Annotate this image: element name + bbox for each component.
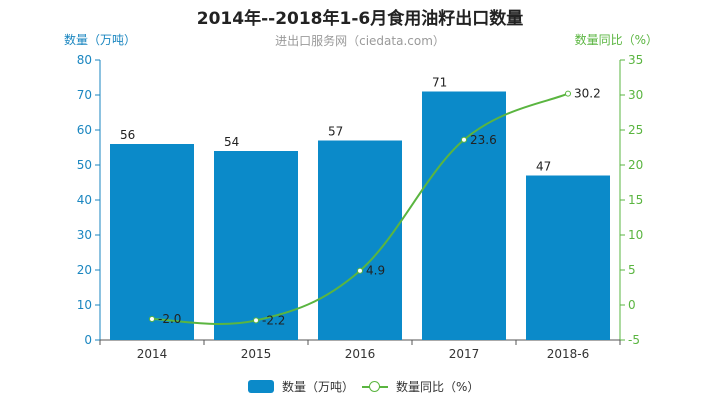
bar-data-label: 71 <box>432 76 447 90</box>
bar-data-label: 57 <box>328 125 343 139</box>
growth-point <box>253 317 259 324</box>
y-left-axis-label: 数量（万吨） <box>64 33 137 47</box>
x-tick-label: 2018-6 <box>547 347 590 361</box>
y-left-tick-label: 0 <box>84 333 92 347</box>
y-left-tick-label: 80 <box>77 53 92 67</box>
growth-data-label: -2.2 <box>262 313 285 327</box>
bar <box>318 140 402 340</box>
y-right-tick-label: 20 <box>628 158 643 172</box>
bar-data-label: 54 <box>224 135 239 149</box>
y-right-tick-label: 35 <box>628 53 643 67</box>
y-left-tick-label: 40 <box>77 193 92 207</box>
growth-data-label: 30.2 <box>574 87 601 101</box>
y-right-tick-label: 5 <box>628 263 636 277</box>
y-left-tick-label: 30 <box>77 228 92 242</box>
y-left-tick-label: 10 <box>77 298 92 312</box>
growth-point <box>461 136 467 143</box>
bar <box>526 175 610 340</box>
legend-bar-swatch <box>248 380 274 393</box>
growth-data-label: 4.9 <box>366 264 385 278</box>
chart-subtitle: 进出口服务网（ciedata.com） <box>275 34 445 48</box>
y-right-tick-label: 25 <box>628 123 643 137</box>
y-right-tick-label: -5 <box>628 333 640 347</box>
legend-line-label: 数量同比（%） <box>396 380 480 394</box>
bar-data-label: 56 <box>120 128 135 142</box>
legend-bar-label: 数量（万吨） <box>282 380 355 394</box>
y-right-axis-label: 数量同比（%） <box>574 33 658 47</box>
y-left-tick-label: 50 <box>77 158 92 172</box>
chart-title: 2014年--2018年1-6月食用油籽出口数量 <box>196 9 524 29</box>
bar <box>214 151 298 340</box>
x-tick-label: 2014 <box>137 347 168 361</box>
y-right-tick-label: 10 <box>628 228 643 242</box>
bar <box>422 91 506 340</box>
y-left-tick-label: 60 <box>77 123 92 137</box>
growth-line <box>151 92 569 325</box>
y-right-tick-label: 30 <box>628 88 643 102</box>
x-tick-label: 2016 <box>345 347 376 361</box>
legend-line-swatch <box>362 380 388 393</box>
growth-data-label: -2.0 <box>158 312 181 326</box>
growth-data-label: 23.6 <box>470 133 497 147</box>
x-tick-label: 2017 <box>449 347 480 361</box>
y-left-tick-label: 70 <box>77 88 92 102</box>
legend-item-bar[interactable]: 数量（万吨） <box>248 378 354 395</box>
legend-item-line[interactable]: 数量同比（%） <box>362 378 479 395</box>
legend: 数量（万吨） 数量同比（%） <box>0 378 720 398</box>
y-right-tick-label: 0 <box>628 298 636 312</box>
y-right-tick-label: 15 <box>628 193 643 207</box>
bar <box>110 144 194 340</box>
growth-point <box>149 316 155 322</box>
y-left-tick-label: 20 <box>77 263 92 277</box>
growth-point <box>357 267 363 274</box>
x-tick-label: 2015 <box>241 347 272 361</box>
growth-point <box>565 90 571 97</box>
bar-data-label: 47 <box>536 160 551 174</box>
